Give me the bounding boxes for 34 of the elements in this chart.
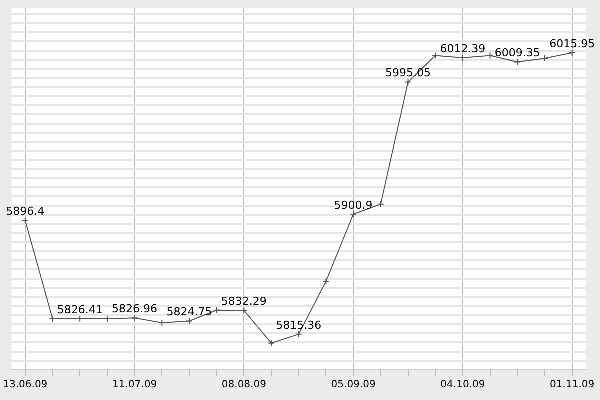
x-tick-label: 05.09.09 <box>331 380 376 391</box>
point <box>377 200 384 208</box>
point <box>322 278 330 286</box>
data-label: 5896.4 <box>6 205 45 218</box>
data-label: 5900.9 <box>334 198 373 212</box>
point <box>541 55 548 62</box>
point <box>158 319 166 326</box>
data-label: 5826.96 <box>112 302 158 316</box>
x-tick-label: 08.08.09 <box>222 380 266 391</box>
point <box>186 318 193 325</box>
data-label: 6015.95 <box>550 37 596 50</box>
point <box>350 210 358 218</box>
data-label: 6012.39 <box>440 42 486 56</box>
point <box>131 314 138 322</box>
point <box>514 58 522 66</box>
x-tick-label: 13.06.09 <box>3 380 48 391</box>
data-label: 5824.75 <box>166 306 212 319</box>
point <box>268 340 276 347</box>
x-tick-label: 11.07.09 <box>112 380 158 391</box>
point <box>104 315 111 322</box>
point <box>459 54 466 62</box>
point <box>295 330 302 338</box>
data-label: 5826.41 <box>57 303 103 316</box>
data-label: 5832.29 <box>221 295 267 308</box>
point <box>240 307 248 314</box>
point <box>404 78 412 86</box>
data-label: 6009.35 <box>494 46 540 60</box>
point <box>486 52 494 60</box>
x-tick-label: 01.11.09 <box>550 380 595 391</box>
point <box>432 52 440 60</box>
point <box>213 306 220 314</box>
point <box>49 315 56 322</box>
point <box>76 315 84 322</box>
x-tick-label: 04.10.09 <box>440 380 486 391</box>
